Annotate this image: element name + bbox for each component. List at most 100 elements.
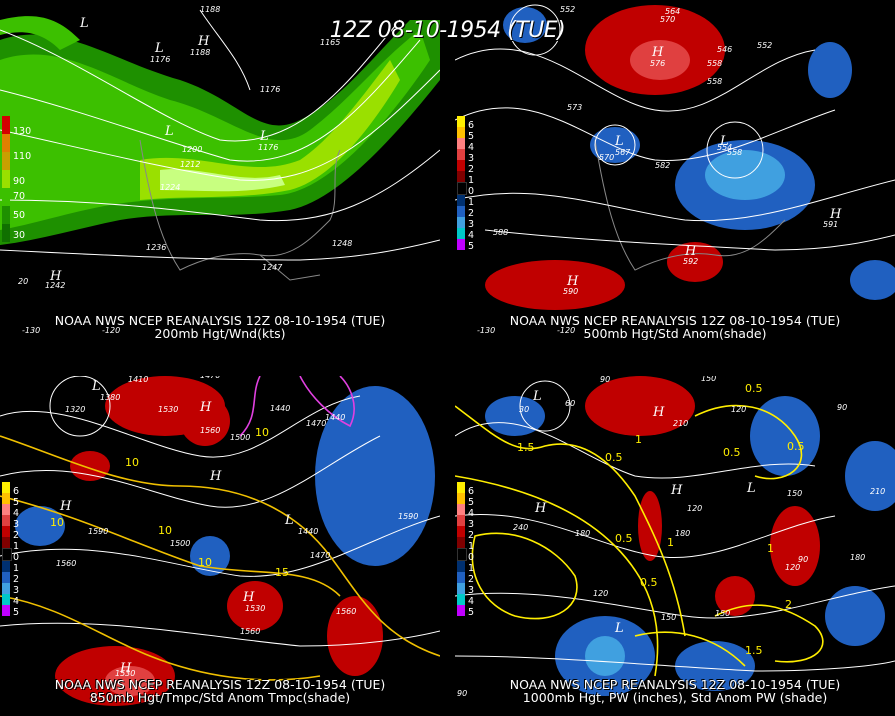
panel-200mb: 1188 1176 1200 1212 1224 1236 1242 1248 … xyxy=(0,0,440,340)
legend-label: 5 xyxy=(468,131,475,142)
contour-label: 576 xyxy=(650,59,665,68)
low-marker: L xyxy=(719,134,729,149)
contour-label: 558 xyxy=(707,77,722,86)
caption-line1: NOAA NWS NCEP REANALYSIS 12Z 08-10-1954 … xyxy=(54,313,386,328)
contour-label: 1560 xyxy=(56,559,76,568)
pw-label: 0.5 xyxy=(745,382,763,395)
high-marker: H xyxy=(59,499,72,514)
legend-label: 1 xyxy=(13,541,20,552)
pw-label: 1 xyxy=(635,433,642,446)
contour-label: 90 xyxy=(837,403,847,412)
contour-label: 558 xyxy=(727,148,742,157)
contour-label: 1165 xyxy=(320,38,340,47)
contour-label: 180 xyxy=(575,529,590,538)
legend-label: 4 xyxy=(468,508,475,519)
contour-label: 1176 xyxy=(260,85,280,94)
contour-label: 564 xyxy=(665,7,680,16)
contour-label: 1176 xyxy=(258,143,278,152)
high-marker: H xyxy=(242,590,255,605)
contour-label: 1236 xyxy=(146,243,166,252)
axis-label: 20 xyxy=(18,277,28,286)
contour-label: 1200 xyxy=(182,145,202,154)
contour-label: 150 xyxy=(787,489,802,498)
caption-line2: 1000mb Hgt, PW (inches), Std Anom PW (sh… xyxy=(522,690,828,705)
contour-label: 150 xyxy=(661,613,676,622)
contour-label: 180 xyxy=(850,553,865,562)
pw-label: 0.5 xyxy=(723,446,741,459)
low-marker: L xyxy=(164,124,174,139)
high-marker: H xyxy=(534,501,547,516)
contour-label: 1470 xyxy=(306,419,326,428)
contour-label: 1320 xyxy=(65,405,85,414)
contour-label: 1224 xyxy=(160,183,180,192)
low-marker: L xyxy=(79,16,89,31)
legend-label: 2 xyxy=(468,208,475,219)
high-marker: H xyxy=(566,274,579,289)
contour-label: 592 xyxy=(683,257,698,266)
legend-label: 2 xyxy=(468,574,475,585)
legend-label: 90 xyxy=(13,176,26,187)
high-marker: H xyxy=(670,483,683,498)
low-marker: L xyxy=(259,129,269,144)
legend-label: 0 xyxy=(468,186,475,197)
panel-850mb: 1410 1470 1380 1320 1380 1530 1560 1500 … xyxy=(0,376,440,716)
axis-label: -130 xyxy=(22,326,40,335)
low-marker: L xyxy=(614,621,624,636)
legend-label: 4 xyxy=(13,596,20,607)
contour-label: 90 xyxy=(798,555,808,564)
contour-label: 90 xyxy=(600,376,610,384)
contour-label: 552 xyxy=(757,41,772,50)
contour-label: 590 xyxy=(563,287,578,296)
contour-label: 150 xyxy=(715,609,730,618)
contour-label: 1560 xyxy=(336,607,356,616)
legend-200mb: 130 110 90 70 50 30 xyxy=(2,116,31,242)
panel-500mb: 552 570 564 546 552 558 558 573 576 582 … xyxy=(455,0,895,340)
low-marker: L xyxy=(746,481,756,496)
legend-label: 0 xyxy=(13,552,20,563)
contour-label: 1410 xyxy=(128,376,148,384)
contour-label: 567 xyxy=(615,148,631,157)
contour-label: 1560 xyxy=(240,627,260,636)
legend-label: 0 xyxy=(468,552,475,563)
contour-label: 582 xyxy=(655,161,670,170)
contour-label: 1590 xyxy=(398,512,418,521)
caption-line1: NOAA NWS NCEP REANALYSIS 12Z 08-10-1954 … xyxy=(54,677,386,692)
legend-label: 1 xyxy=(13,563,20,574)
contour-label: 558 xyxy=(707,59,722,68)
contour-label: 1440 xyxy=(325,413,345,422)
caption-line2: 200mb Hgt/Wnd(kts) xyxy=(154,326,286,341)
legend-label: 1 xyxy=(468,197,475,208)
map-title: 12Z 08-10-1954 (TUE) xyxy=(329,18,566,43)
legend-label: 1 xyxy=(468,563,475,574)
contour-label: 1176 xyxy=(150,55,170,64)
contour-label: 570 xyxy=(599,153,614,162)
legend-label: 6 xyxy=(468,486,475,497)
pw-label: 0.5 xyxy=(640,576,658,589)
map-850mb: 1410 1470 1380 1320 1380 1530 1560 1500 … xyxy=(0,376,440,716)
contour-label: 1380 xyxy=(100,393,120,402)
contour-label: 150 xyxy=(701,376,716,383)
contour-label: 573 xyxy=(567,103,582,112)
map-200mb: 1188 1176 1200 1212 1224 1236 1242 1248 … xyxy=(0,0,440,340)
legend-label: 110 xyxy=(13,151,32,162)
pw-label: 1.5 xyxy=(745,644,763,657)
contour-label: 120 xyxy=(731,405,746,414)
pw-label: 1 xyxy=(767,542,774,555)
contour-label: 570 xyxy=(660,15,675,24)
contour-label: 60 xyxy=(565,399,575,408)
temp-label: 10 xyxy=(50,516,64,529)
contour-label: 1560 xyxy=(200,426,220,435)
high-marker: H xyxy=(829,207,842,222)
map-500mb: 552 570 564 546 552 558 558 573 576 582 … xyxy=(455,0,895,340)
legend-500mb: 6 5 4 3 2 1 0 1 2 3 4 5 xyxy=(457,116,474,252)
contour-label: 1470 xyxy=(200,376,220,380)
high-marker: H xyxy=(209,469,222,484)
legend-label: 6 xyxy=(468,120,475,131)
legend-label: 3 xyxy=(13,519,20,530)
contour-label: 90 xyxy=(457,689,467,698)
caption-line2: 850mb Hgt/Tmpc/Std Anom Tmpc(shade) xyxy=(89,690,351,705)
legend-label: 50 xyxy=(13,210,26,221)
axis-label: -130 xyxy=(477,326,495,335)
low-marker: L xyxy=(532,389,542,404)
legend-label: 2 xyxy=(13,530,20,541)
